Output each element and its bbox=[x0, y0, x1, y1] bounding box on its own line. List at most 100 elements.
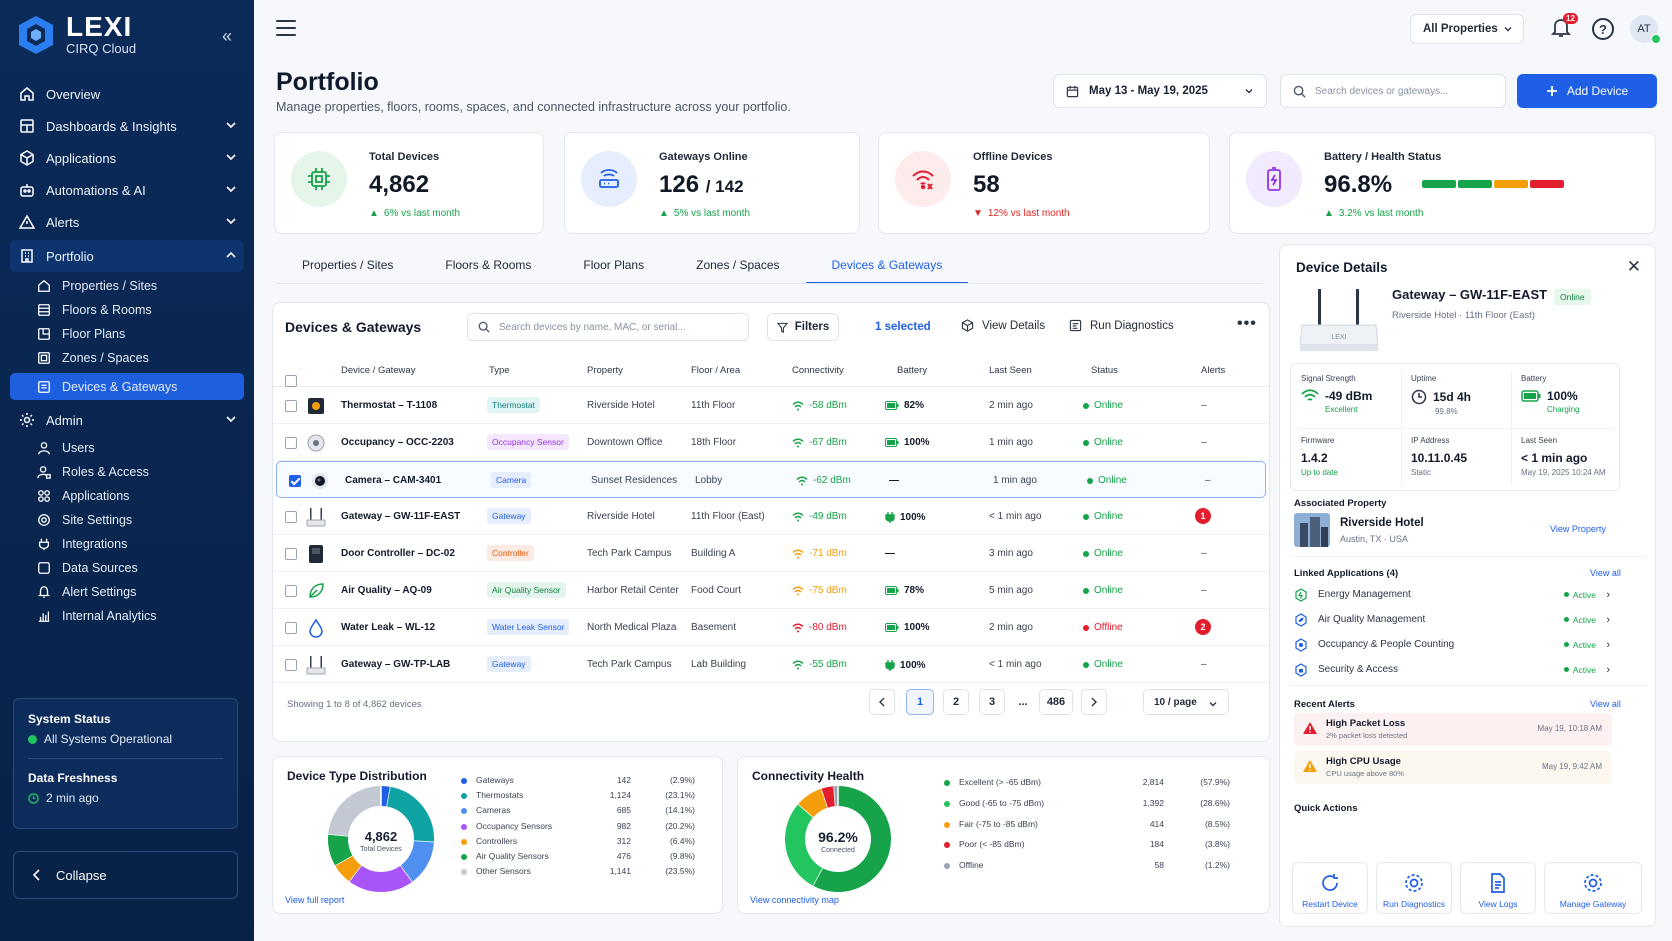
row-checkbox[interactable] bbox=[285, 511, 297, 523]
row-checkbox[interactable] bbox=[285, 400, 297, 412]
nav-floor-plans[interactable]: Floor Plans bbox=[10, 322, 244, 346]
table-row[interactable]: Gateway – GW-11F-EAST Gateway Riverside Ho… bbox=[273, 498, 1269, 535]
device-name[interactable]: Camera – CAM-3401 bbox=[345, 475, 442, 486]
col-property[interactable]: Property bbox=[587, 365, 623, 376]
col-floor[interactable]: Floor / Area bbox=[691, 365, 741, 376]
add-device-button[interactable]: Add Device bbox=[1517, 74, 1657, 108]
brand[interactable]: LEXI CIRQ Cloud bbox=[16, 13, 136, 56]
linked-app-row[interactable]: Energy Management Active › bbox=[1294, 582, 1612, 607]
nav-applications[interactable]: Applications bbox=[10, 142, 244, 174]
nav-overview[interactable]: Overview bbox=[10, 78, 244, 110]
collapse-button[interactable]: Collapse bbox=[13, 851, 238, 899]
alert-card[interactable]: High CPU Usage CPU usage above 80% May 19,… bbox=[1294, 751, 1612, 784]
select-all-checkbox[interactable] bbox=[285, 375, 297, 387]
col-connectivity[interactable]: Connectivity bbox=[792, 365, 844, 376]
tab-floor-plans[interactable]: Floor Plans bbox=[583, 258, 645, 272]
col-alerts[interactable]: Alerts bbox=[1201, 365, 1226, 376]
device-name[interactable]: Air Quality – AQ-09 bbox=[341, 585, 432, 596]
properties-select[interactable]: All Properties bbox=[1410, 14, 1524, 44]
nav-devices-gateways[interactable]: Devices & Gateways bbox=[10, 373, 244, 400]
col-status[interactable]: Status bbox=[1091, 365, 1118, 376]
table-row[interactable]: Water Leak – WL-12 Water Leak Sensor North… bbox=[273, 609, 1269, 646]
linked-app-row[interactable]: Occupancy & People Counting Active › bbox=[1294, 632, 1612, 657]
filters-button[interactable]: Filters bbox=[767, 313, 839, 341]
run-diagnostics-button[interactable]: Run Diagnostics bbox=[1069, 319, 1174, 332]
col-battery[interactable]: Battery bbox=[897, 365, 928, 376]
alert-badge[interactable]: 1 bbox=[1195, 508, 1211, 524]
nav-site-settings[interactable]: Site Settings bbox=[10, 508, 244, 532]
more-options-icon[interactable]: ••• bbox=[1237, 315, 1257, 332]
global-search-input[interactable]: Search devices or gateways... bbox=[1280, 74, 1506, 108]
row-checkbox[interactable] bbox=[285, 437, 297, 449]
row-checkbox[interactable] bbox=[285, 659, 297, 671]
table-row[interactable]: Thermostat – T-1108 Thermostat Riverside H… bbox=[273, 387, 1269, 424]
alert-card[interactable]: High Packet Loss 2% packet loss detected M… bbox=[1294, 713, 1612, 746]
page-3-button[interactable]: 3 bbox=[979, 689, 1005, 715]
nav-alerts[interactable]: Alerts bbox=[10, 206, 244, 238]
nav-internal-analytics[interactable]: Internal Analytics bbox=[10, 604, 244, 628]
col-device[interactable]: Device / Gateway bbox=[341, 365, 416, 376]
run-diagnostics-quick-button[interactable]: Run Diagnostics bbox=[1376, 862, 1452, 914]
tab-devices-gateways[interactable]: Devices & Gateways bbox=[805, 252, 969, 284]
tab-floors-rooms[interactable]: Floors & Rooms bbox=[445, 258, 532, 272]
view-property-link[interactable]: View Property bbox=[1550, 524, 1606, 534]
devices-search-input[interactable]: Search devices by name, MAC, or serial..… bbox=[467, 313, 749, 341]
row-checkbox[interactable] bbox=[285, 585, 297, 597]
alert-badge[interactable]: 2 bbox=[1195, 619, 1211, 635]
page-486-button[interactable]: 486 bbox=[1039, 689, 1073, 715]
nav-dashboards[interactable]: Dashboards & Insights bbox=[10, 110, 244, 142]
nav-data-sources[interactable]: Data Sources bbox=[10, 556, 244, 580]
nav-integrations[interactable]: Integrations bbox=[10, 532, 244, 556]
device-name[interactable]: Gateway – GW-11F-EAST bbox=[341, 511, 461, 522]
nav-automations[interactable]: Automations & AI bbox=[10, 174, 244, 206]
prev-page-button[interactable] bbox=[869, 689, 895, 715]
nav-zones-spaces[interactable]: Zones / Spaces bbox=[10, 346, 244, 370]
view-details-button[interactable]: View Details bbox=[961, 319, 1045, 332]
nav-users[interactable]: Users bbox=[10, 436, 244, 460]
notifications-button[interactable]: 12 bbox=[1550, 13, 1578, 42]
menu-icon[interactable] bbox=[276, 20, 296, 41]
next-page-button[interactable] bbox=[1081, 689, 1107, 715]
view-logs-button[interactable]: View Logs bbox=[1460, 862, 1536, 914]
linked-app-row[interactable]: Air Quality Management Active › bbox=[1294, 607, 1612, 632]
avatar[interactable]: AT bbox=[1630, 15, 1661, 44]
table-row[interactable]: Gateway – GW-TP-LAB Gateway Tech Park Camp… bbox=[273, 646, 1269, 683]
manage-gateway-button[interactable]: Manage Gateway bbox=[1544, 862, 1642, 914]
nav-admin[interactable]: Admin bbox=[10, 404, 244, 436]
table-row[interactable]: Air Quality – AQ-09 Air Quality Sensor Har… bbox=[273, 572, 1269, 609]
row-checkbox[interactable] bbox=[285, 622, 297, 634]
row-checkbox[interactable] bbox=[289, 475, 301, 487]
restart-device-button[interactable]: Restart Device bbox=[1292, 862, 1368, 914]
view-connectivity-map-link[interactable]: View connectivity map bbox=[750, 895, 839, 905]
table-row[interactable]: Occupancy – OCC-2203 Occupancy Sensor Down… bbox=[273, 424, 1269, 461]
device-name[interactable]: Door Controller – DC-02 bbox=[341, 548, 455, 559]
sidebar-toggle-icon[interactable]: « bbox=[222, 26, 233, 46]
view-all-alerts-link[interactable]: View all bbox=[1590, 699, 1621, 709]
view-full-report-link[interactable]: View full report bbox=[285, 895, 345, 905]
help-icon[interactable]: ? bbox=[1592, 18, 1614, 40]
device-name[interactable]: Water Leak – WL-12 bbox=[341, 622, 436, 633]
nav-alert-settings[interactable]: Alert Settings bbox=[10, 580, 244, 604]
page-2-button[interactable]: 2 bbox=[943, 689, 969, 715]
col-type[interactable]: Type bbox=[489, 365, 510, 376]
date-range-select[interactable]: May 13 - May 19, 2025 bbox=[1053, 74, 1267, 108]
nav-portfolio[interactable]: Portfolio bbox=[10, 240, 244, 272]
tab-zones-spaces[interactable]: Zones / Spaces bbox=[696, 258, 780, 272]
nav-admin-applications[interactable]: Applications bbox=[10, 484, 244, 508]
close-icon[interactable]: ✕ bbox=[1626, 257, 1641, 276]
device-name[interactable]: Gateway – GW-TP-LAB bbox=[341, 659, 451, 670]
col-last-seen[interactable]: Last Seen bbox=[989, 365, 1032, 376]
row-checkbox[interactable] bbox=[285, 548, 297, 560]
nav-floors-rooms[interactable]: Floors & Rooms bbox=[10, 298, 244, 322]
table-row[interactable]: Camera – CAM-3401 Camera Sunset Residences… bbox=[276, 461, 1266, 498]
device-name[interactable]: Occupancy – OCC-2203 bbox=[341, 437, 454, 448]
page-1-button[interactable]: 1 bbox=[906, 689, 934, 715]
page-size-select[interactable]: 10 / page bbox=[1143, 689, 1229, 715]
device-name[interactable]: Thermostat – T-1108 bbox=[341, 400, 438, 411]
table-row[interactable]: Door Controller – DC-02 Controller Tech Pa… bbox=[273, 535, 1269, 572]
nav-roles-access[interactable]: Roles & Access bbox=[10, 460, 244, 484]
nav-properties-sites[interactable]: Properties / Sites bbox=[10, 274, 244, 298]
tab-properties-sites[interactable]: Properties / Sites bbox=[302, 258, 394, 272]
view-all-apps-link[interactable]: View all bbox=[1590, 568, 1621, 578]
linked-app-row[interactable]: Security & Access Active › bbox=[1294, 657, 1612, 682]
